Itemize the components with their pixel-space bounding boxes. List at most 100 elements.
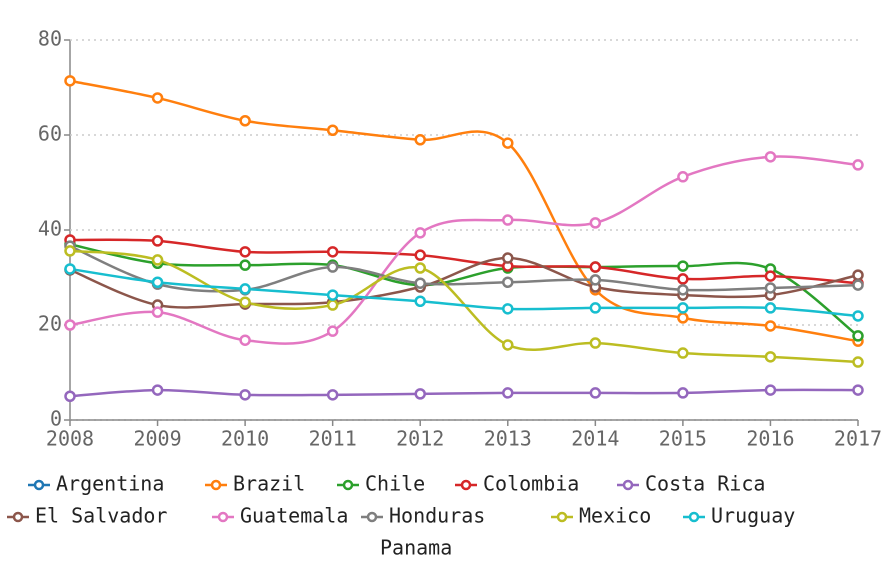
- legend-label: Mexico: [579, 504, 651, 528]
- series-line: [69, 388, 859, 398]
- point: [677, 387, 689, 399]
- point: [239, 246, 251, 258]
- grid: 0 20 40 60 80 2008 2009 2010 2011 2012 2013 2014 201…: [38, 27, 882, 451]
- legend-marker: [210, 479, 222, 491]
- point: [239, 283, 251, 295]
- point: [764, 320, 777, 332]
- point: [852, 330, 864, 342]
- point: [239, 259, 251, 271]
- point: [64, 319, 76, 331]
- point: [151, 92, 164, 104]
- y-tick-label: 60: [38, 122, 62, 146]
- point: [764, 270, 777, 282]
- x-tick-label: 2016: [746, 427, 794, 451]
- point: [326, 289, 339, 301]
- x-tick-label: 2014: [571, 427, 619, 451]
- point: [764, 351, 777, 363]
- point: [64, 263, 76, 275]
- point: [502, 303, 514, 315]
- point: [64, 245, 76, 257]
- plot: [64, 75, 864, 402]
- point: [764, 384, 777, 396]
- point: [502, 339, 514, 351]
- legend-marker: [33, 479, 45, 491]
- point: [414, 295, 426, 307]
- point: [502, 276, 514, 288]
- point: [151, 235, 164, 247]
- legend-label: Argentina: [56, 472, 164, 496]
- series-line: [69, 249, 859, 364]
- x-tick-label: 2012: [396, 427, 444, 451]
- x-tick-label: 2015: [659, 427, 707, 451]
- series-line: [69, 155, 859, 345]
- point: [589, 261, 602, 273]
- point: [239, 389, 251, 401]
- point: [589, 274, 602, 286]
- point: [64, 75, 76, 87]
- point: [151, 306, 164, 318]
- x-tick-label: 2011: [309, 427, 357, 451]
- series-line: [69, 79, 859, 343]
- point: [502, 137, 514, 149]
- y-tick-label: 0: [50, 407, 62, 431]
- legend: Argentina Brazil Chile Colombia Costa Rica El…: [7, 472, 795, 560]
- point: [852, 279, 864, 291]
- legend-label: Guatemala: [240, 504, 348, 528]
- x-tick-label: 2013: [484, 427, 532, 451]
- point: [414, 262, 426, 274]
- series-line: [69, 245, 859, 293]
- y-tick-label: 20: [38, 312, 62, 336]
- point: [677, 312, 689, 324]
- point: [852, 384, 864, 396]
- legend-label: Honduras: [389, 504, 485, 528]
- point: [502, 252, 514, 264]
- legend-label: Uruguay: [711, 504, 795, 528]
- point: [677, 273, 689, 285]
- point: [677, 347, 689, 359]
- point: [852, 269, 864, 281]
- point: [764, 151, 777, 163]
- point: [852, 356, 864, 368]
- legend-marker: [460, 479, 472, 491]
- point: [414, 227, 426, 239]
- point: [852, 310, 864, 322]
- point: [326, 325, 339, 337]
- point: [326, 261, 339, 273]
- point: [589, 302, 602, 314]
- legend-marker: [366, 511, 378, 523]
- point: [239, 115, 251, 127]
- point: [677, 171, 689, 183]
- point: [589, 217, 602, 229]
- x-tick-label: 2017: [834, 427, 882, 451]
- legend-marker: [622, 479, 634, 491]
- y-tick-label: 40: [38, 217, 62, 241]
- point: [151, 276, 164, 288]
- point: [502, 387, 514, 399]
- point: [151, 254, 164, 266]
- legend-label: Colombia: [483, 472, 579, 496]
- point: [239, 296, 251, 308]
- legend-label: Panama: [380, 536, 452, 560]
- legend-marker: [12, 511, 24, 523]
- legend-marker: [556, 511, 568, 523]
- y-tick-label: 80: [38, 27, 62, 51]
- point: [764, 282, 777, 294]
- series-line: [69, 256, 859, 309]
- series-line: [69, 267, 859, 318]
- x-tick-label: 2008: [46, 427, 94, 451]
- point: [589, 337, 602, 349]
- x-tick-label: 2009: [133, 427, 181, 451]
- point: [589, 387, 602, 399]
- point: [326, 246, 339, 258]
- point: [414, 134, 426, 146]
- point: [764, 302, 777, 314]
- point: [414, 388, 426, 400]
- legend-marker: [688, 511, 700, 523]
- series-line: [69, 243, 859, 337]
- point: [852, 159, 864, 171]
- point: [326, 124, 339, 136]
- point: [502, 214, 514, 226]
- x-tick-label: 2010: [221, 427, 269, 451]
- legend-marker: [342, 479, 354, 491]
